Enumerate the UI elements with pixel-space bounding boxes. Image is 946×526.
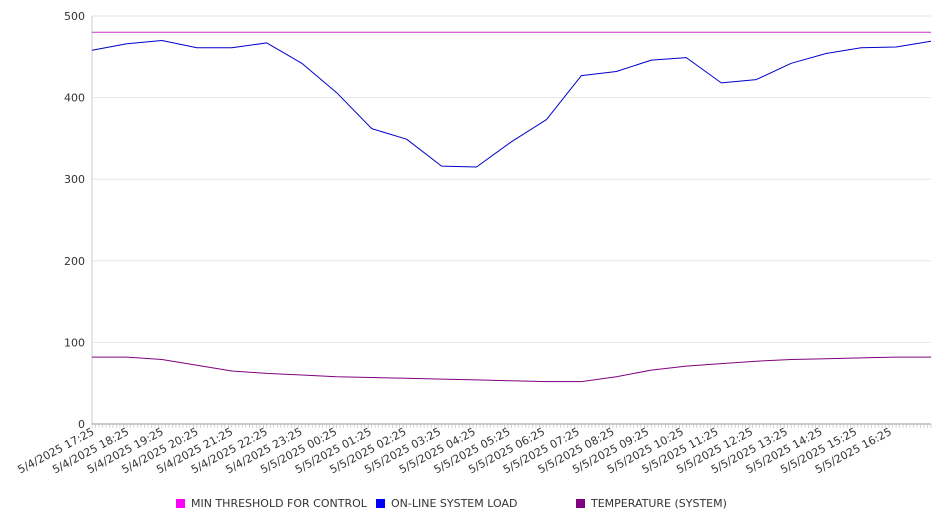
legend-item-temperature: TEMPERATURE (SYSTEM) [576, 497, 727, 510]
y-tick-label: 200 [64, 255, 85, 268]
legend: MIN THRESHOLD FOR CONTROL ON-LINE SYSTEM… [0, 497, 946, 517]
line-chart: 0 100 200 300 400 500 5/4/2025 17:255/4/2025 … [16, 10, 932, 476]
axes [91, 16, 931, 425]
legend-label-system-load: ON-LINE SYSTEM LOAD [391, 497, 518, 510]
legend-label-min-threshold: MIN THRESHOLD FOR CONTROL [191, 497, 367, 510]
legend-swatch-min-threshold [176, 499, 185, 508]
series-lines [91, 31, 932, 383]
y-tick-label: 400 [64, 92, 85, 105]
x-axis-ticks: 5/4/2025 17:255/4/2025 18:255/4/2025 19:… [16, 424, 932, 476]
legend-swatch-temperature [576, 499, 585, 508]
legend-item-system-load: ON-LINE SYSTEM LOAD [376, 497, 517, 510]
grid-lines [92, 15, 931, 343]
legend-label-temperature: TEMPERATURE (SYSTEM) [591, 497, 727, 510]
system-load-line [91, 40, 932, 168]
y-tick-label: 500 [64, 10, 85, 23]
y-axis-ticks: 0 100 200 300 400 500 [64, 10, 85, 431]
legend-swatch-system-load [376, 499, 385, 508]
y-tick-label: 300 [64, 173, 85, 186]
y-tick-label: 100 [64, 336, 85, 349]
legend-item-min-threshold: MIN THRESHOLD FOR CONTROL [176, 497, 367, 510]
temperature-line [92, 356, 931, 383]
y-tick-label: 0 [78, 418, 85, 431]
